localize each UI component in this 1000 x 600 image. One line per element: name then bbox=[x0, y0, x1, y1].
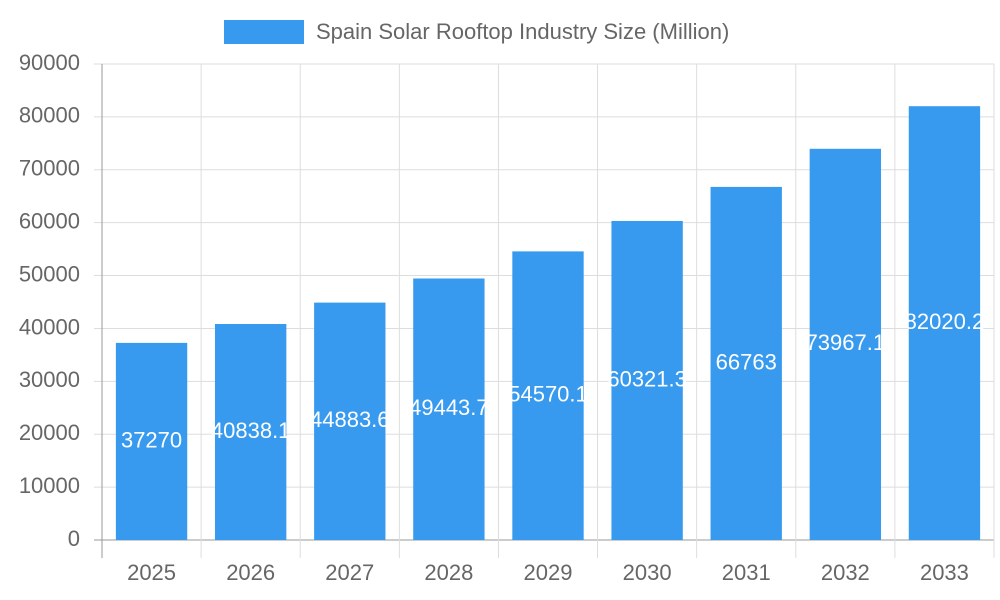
x-tick-label: 2025 bbox=[127, 560, 176, 585]
x-tick-label: 2033 bbox=[920, 560, 969, 585]
bar bbox=[314, 302, 386, 540]
data-label: 73967.1 bbox=[806, 330, 886, 355]
data-label: 37270 bbox=[121, 427, 182, 452]
x-tick-label: 2032 bbox=[821, 560, 870, 585]
data-label: 54570.1 bbox=[508, 382, 588, 407]
x-tick-label: 2028 bbox=[424, 560, 473, 585]
data-label: 49443.7 bbox=[409, 395, 489, 420]
bar bbox=[710, 186, 782, 540]
data-label: 44883.6 bbox=[310, 407, 390, 432]
bar bbox=[115, 342, 188, 540]
y-tick-label: 10000 bbox=[19, 473, 80, 498]
bar bbox=[413, 278, 485, 540]
bar bbox=[611, 220, 683, 540]
y-tick-label: 60000 bbox=[19, 208, 80, 233]
data-label: 60321.3 bbox=[607, 366, 687, 391]
y-tick-label: 90000 bbox=[19, 50, 80, 75]
bar bbox=[809, 148, 882, 540]
y-tick-label: 40000 bbox=[19, 314, 80, 339]
data-label: 82020.2 bbox=[905, 309, 985, 334]
x-tick-label: 2031 bbox=[722, 560, 771, 585]
y-tick-label: 80000 bbox=[19, 103, 80, 128]
legend-swatch bbox=[224, 20, 304, 44]
bar bbox=[214, 324, 287, 540]
y-tick-label: 50000 bbox=[19, 261, 80, 286]
y-tick-label: 0 bbox=[68, 526, 80, 551]
x-tick-label: 2030 bbox=[623, 560, 672, 585]
data-label: 66763 bbox=[716, 349, 777, 374]
legend-label: Spain Solar Rooftop Industry Size (Milli… bbox=[316, 19, 729, 44]
y-tick-label: 20000 bbox=[19, 420, 80, 445]
x-tick-label: 2027 bbox=[325, 560, 374, 585]
bar bbox=[908, 106, 981, 540]
bar bbox=[512, 251, 584, 540]
data-label: 40838.1 bbox=[211, 418, 291, 443]
y-tick-label: 30000 bbox=[19, 367, 80, 392]
x-tick-label: 2029 bbox=[524, 560, 573, 585]
x-tick-label: 2026 bbox=[226, 560, 275, 585]
y-tick-label: 70000 bbox=[19, 156, 80, 181]
